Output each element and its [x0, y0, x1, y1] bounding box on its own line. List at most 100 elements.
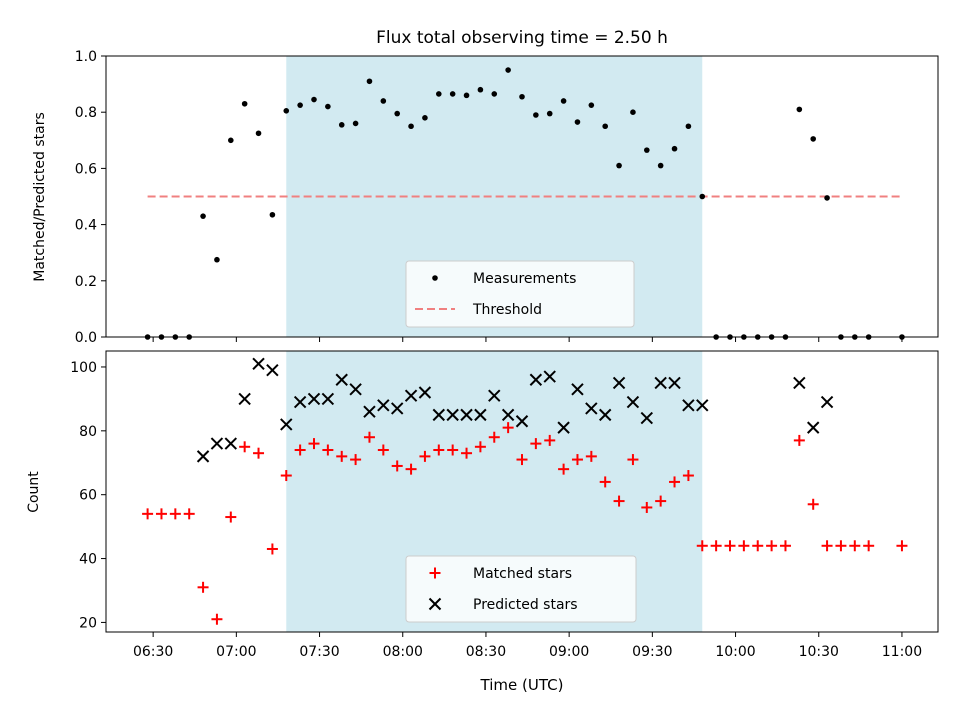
predicted-star-point	[488, 389, 501, 402]
predicted-star-point	[210, 437, 224, 450]
bottom-y-ticks: 20 40 60 80 100	[70, 360, 106, 631]
measurement-point	[602, 123, 608, 130]
matched-star-point	[488, 431, 500, 443]
legend-dot-marker	[432, 275, 438, 281]
top-x-ticks	[152, 337, 903, 342]
matched-star-point	[821, 540, 833, 552]
matched-star-point	[350, 454, 362, 466]
x-tick-label: 10:00	[715, 644, 755, 660]
predicted-star-point	[501, 408, 515, 422]
predicted-star-point	[432, 408, 446, 422]
matched-star-point	[627, 454, 639, 466]
measurement-point	[297, 102, 303, 108]
legend-label: Matched stars	[473, 566, 572, 582]
measurement-point	[366, 78, 373, 85]
measurement-point	[241, 100, 248, 107]
measurement-point	[699, 193, 706, 200]
predicted-star-point	[446, 408, 459, 422]
measurement-point	[352, 120, 359, 127]
x-axis-label: Time (UTC)	[480, 676, 564, 694]
measurement-point	[255, 130, 262, 137]
x-tick-label: 07:30	[299, 644, 339, 660]
measurement-point	[796, 106, 803, 113]
matched-star-point	[599, 476, 611, 488]
matched-star-point	[766, 540, 778, 552]
predicted-star-point	[696, 399, 709, 412]
matched-star-point	[461, 447, 473, 459]
matched-star-point	[585, 450, 597, 462]
x-tick-label: 08:00	[383, 644, 423, 660]
predicted-star-point	[820, 395, 834, 409]
matched-star-point	[710, 540, 722, 552]
matched-star-point	[377, 444, 389, 456]
top-legend: Measurements Threshold	[405, 260, 635, 328]
predicted-star-point	[543, 370, 556, 383]
matched-star-point	[239, 441, 251, 453]
y-tick-label: 0.8	[75, 105, 97, 121]
predicted-star-point	[654, 376, 667, 390]
x-tick-label: 10:30	[799, 644, 839, 660]
matched-star-point	[183, 508, 195, 520]
top-measurement-points	[144, 67, 905, 340]
predicted-star-point	[806, 421, 820, 434]
matched-star-point	[433, 444, 445, 456]
measurement-point	[422, 115, 428, 121]
matched-star-point	[336, 450, 348, 462]
predicted-star-point	[349, 383, 362, 396]
matched-star-point	[863, 540, 875, 552]
matched-star-point	[266, 543, 278, 555]
predicted-star-point	[682, 399, 695, 412]
matched-star-point	[682, 470, 694, 482]
matched-star-point	[807, 498, 819, 510]
measurement-point	[546, 110, 553, 117]
predicted-star-point	[557, 421, 570, 434]
matched-star-point	[558, 463, 570, 475]
chart-title: Flux total observing time = 2.50 h	[376, 28, 668, 48]
y-tick-label: 1.0	[75, 49, 97, 65]
bottom-legend: Matched stars Predicted stars	[405, 555, 637, 623]
measurement-point	[533, 112, 539, 118]
predicted-star-point	[668, 376, 681, 390]
x-tick-label: 09:30	[632, 644, 672, 660]
predicted-star-point	[571, 383, 584, 396]
y-tick-label: 100	[70, 360, 97, 376]
measurement-point	[408, 123, 414, 130]
predicted-star-point	[474, 408, 487, 422]
matched-star-point	[322, 444, 334, 456]
measurement-point	[574, 119, 581, 125]
bottom-panel: 20 40 60 80 100 06:30 07:00 07:30 08:00 08:30 09:…	[26, 350, 939, 694]
top-panel: 0.0 0.2 0.4 0.6 0.8 1.0 Matched/Predicted sta…	[32, 49, 939, 346]
bottom-predicted-points	[196, 357, 834, 463]
measurement-point	[338, 122, 345, 128]
predicted-star-point	[224, 437, 238, 450]
predicted-star-point	[390, 402, 404, 415]
measurement-point	[325, 103, 331, 110]
matched-star-point	[544, 434, 556, 446]
predicted-star-point	[640, 411, 654, 425]
predicted-star-point	[418, 386, 432, 399]
matched-star-point	[391, 460, 403, 472]
bottom-axes-frame	[105, 350, 939, 633]
predicted-star-point	[377, 399, 390, 412]
measurement-point	[449, 91, 456, 97]
measurement-point	[477, 86, 484, 93]
matched-star-point	[294, 444, 306, 456]
matched-star-point	[419, 450, 431, 462]
y-tick-label: 0.6	[75, 161, 97, 177]
top-y-axis-label: Matched/Predicted stars	[32, 112, 48, 282]
predicted-star-point	[266, 363, 279, 377]
bottom-x-ticks: 06:30 07:00 07:30 08:00 08:30 09:00 09:30 10:00…	[133, 632, 922, 660]
matched-star-point	[516, 454, 528, 466]
measurement-point	[214, 256, 220, 263]
matched-star-point	[655, 495, 667, 507]
matched-star-point	[363, 431, 375, 443]
measurement-point	[491, 91, 498, 97]
measurement-point	[630, 109, 636, 115]
matched-star-point	[169, 508, 181, 520]
matched-star-point	[613, 495, 625, 507]
matched-star-point	[211, 613, 223, 625]
y-tick-label: 20	[79, 615, 97, 631]
predicted-star-point	[585, 402, 598, 415]
measurement-point	[560, 98, 567, 104]
